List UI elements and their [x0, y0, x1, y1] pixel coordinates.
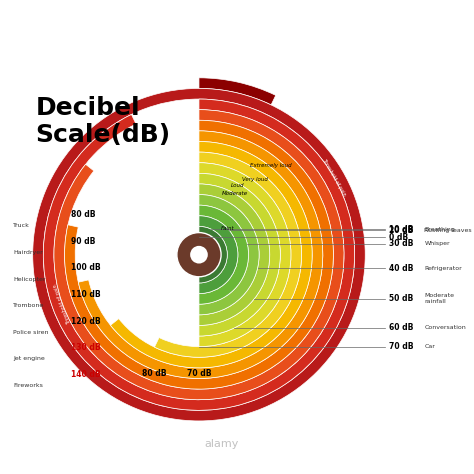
Text: Police siren: Police siren: [13, 329, 49, 335]
Wedge shape: [110, 142, 312, 368]
Text: Car: Car: [425, 344, 435, 349]
Text: 120 dB: 120 dB: [71, 317, 100, 326]
Text: alamy: alamy: [204, 439, 238, 449]
Text: 70 dB: 70 dB: [187, 369, 211, 378]
Text: 100 dB: 100 dB: [71, 264, 100, 273]
Wedge shape: [199, 194, 259, 315]
Wedge shape: [64, 120, 333, 389]
Text: Whisper: Whisper: [425, 241, 450, 246]
Text: Very loud: Very loud: [242, 177, 268, 182]
Text: Helicopter: Helicopter: [13, 276, 46, 282]
Text: Fireworks: Fireworks: [13, 383, 43, 388]
Text: 80 dB: 80 dB: [71, 210, 95, 219]
Wedge shape: [199, 184, 270, 326]
Text: Hairdryer: Hairdryer: [13, 250, 43, 255]
Wedge shape: [199, 216, 238, 293]
Wedge shape: [199, 78, 276, 105]
Wedge shape: [33, 89, 365, 421]
Circle shape: [190, 246, 208, 264]
Text: 50 dB: 50 dB: [389, 294, 413, 303]
Text: 130 dB: 130 dB: [71, 343, 100, 352]
Text: Conversation: Conversation: [425, 326, 466, 330]
Wedge shape: [155, 152, 301, 357]
Text: Threshold of pain: Threshold of pain: [53, 283, 73, 325]
Text: Extremely loud: Extremely loud: [250, 164, 292, 168]
Text: 60 dB: 60 dB: [389, 323, 413, 332]
Text: Moderate
rainfall: Moderate rainfall: [425, 293, 455, 304]
Text: Decibel
Scale(dB): Decibel Scale(dB): [36, 95, 171, 147]
Text: 30 dB: 30 dB: [389, 239, 413, 248]
Text: Trombone: Trombone: [13, 303, 45, 308]
Text: Breathing: Breathing: [425, 227, 455, 232]
Text: 0 dB: 0 dB: [389, 233, 408, 241]
Wedge shape: [199, 227, 227, 283]
Text: 80 dB: 80 dB: [142, 369, 167, 378]
Text: 10 dB: 10 dB: [389, 225, 413, 234]
Text: Jet engine: Jet engine: [13, 356, 45, 361]
Wedge shape: [199, 173, 280, 336]
Wedge shape: [54, 109, 344, 400]
Text: Threshold of pain: Threshold of pain: [321, 157, 346, 197]
Wedge shape: [199, 163, 291, 346]
Text: 140 dB: 140 dB: [71, 370, 100, 379]
Text: 20 dB: 20 dB: [389, 226, 413, 235]
Wedge shape: [78, 131, 323, 379]
Wedge shape: [43, 99, 355, 410]
Circle shape: [177, 233, 221, 277]
Text: Rustling leaves: Rustling leaves: [425, 228, 472, 233]
Text: 110 dB: 110 dB: [71, 290, 100, 299]
Text: 40 dB: 40 dB: [389, 264, 413, 273]
Text: Faint: Faint: [220, 227, 234, 231]
Text: Truck: Truck: [13, 223, 30, 228]
Wedge shape: [199, 205, 248, 304]
Text: Refrigerator: Refrigerator: [425, 265, 462, 271]
Text: Loud: Loud: [231, 183, 245, 188]
Text: 90 dB: 90 dB: [71, 237, 95, 246]
Text: Moderate: Moderate: [221, 191, 247, 196]
Text: 70 dB: 70 dB: [389, 342, 414, 351]
